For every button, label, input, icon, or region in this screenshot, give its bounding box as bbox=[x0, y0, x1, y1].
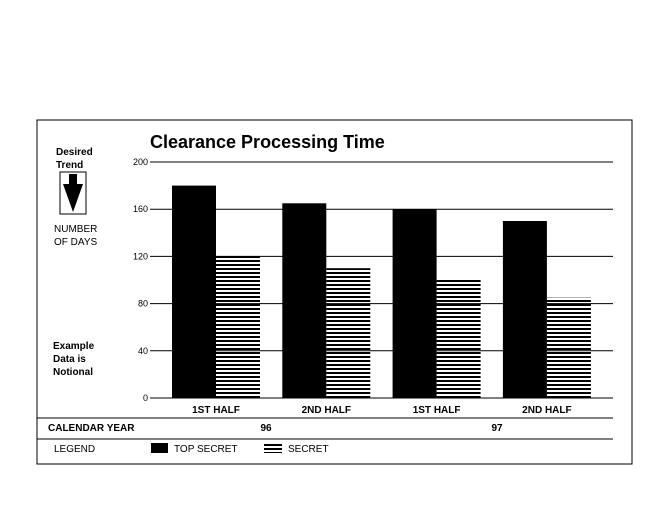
example-note-line2: Data is bbox=[53, 354, 86, 365]
y-tick-label: 160 bbox=[133, 204, 148, 214]
x-tick-label: 2ND HALF bbox=[522, 405, 571, 416]
bar-top-secret bbox=[282, 203, 327, 398]
desired-trend-label-line1: Desired bbox=[56, 147, 93, 158]
bar-secret bbox=[216, 256, 260, 398]
y-tick-label: 40 bbox=[138, 346, 148, 356]
legend-swatch-top-secret bbox=[151, 443, 168, 453]
y-axis-label-line1: NUMBER bbox=[54, 224, 97, 235]
bar-top-secret bbox=[392, 209, 437, 398]
y-tick-label: 120 bbox=[133, 251, 148, 261]
x-tick-labels: 1ST HALF 2ND HALF 1ST HALF 2ND HALF bbox=[192, 405, 572, 416]
desired-trend-label-line2: Trend bbox=[56, 160, 83, 171]
legend-label: LEGEND bbox=[54, 444, 95, 455]
calendar-year-96: 96 bbox=[260, 423, 272, 434]
legend-item-top-secret: TOP SECRET bbox=[174, 444, 238, 455]
bar-top-secret bbox=[172, 185, 216, 398]
bar-secret bbox=[436, 280, 481, 398]
calendar-year-label: CALENDAR YEAR bbox=[48, 423, 135, 434]
legend-item-secret: SECRET bbox=[288, 444, 329, 455]
x-tick-label: 1ST HALF bbox=[413, 405, 461, 416]
y-tick-labels: 200 160 120 80 40 0 bbox=[133, 157, 148, 403]
y-tick-label: 80 bbox=[138, 299, 148, 309]
example-note-line1: Example bbox=[53, 341, 95, 352]
x-tick-label: 2ND HALF bbox=[302, 405, 351, 416]
down-arrow-icon bbox=[59, 171, 87, 215]
legend-swatch-secret bbox=[264, 443, 282, 453]
example-note-line3: Notional bbox=[53, 367, 93, 378]
bar-secret bbox=[546, 297, 591, 398]
calendar-year-97: 97 bbox=[491, 423, 503, 434]
bars bbox=[172, 185, 591, 398]
bar-secret bbox=[326, 268, 371, 398]
bar-top-secret bbox=[502, 221, 547, 398]
chart-title: Clearance Processing Time bbox=[150, 132, 385, 152]
x-tick-label: 1ST HALF bbox=[192, 405, 240, 416]
y-axis-label-line2: OF DAYS bbox=[54, 237, 97, 248]
y-tick-label: 0 bbox=[143, 393, 148, 403]
y-tick-label: 200 bbox=[133, 157, 148, 167]
